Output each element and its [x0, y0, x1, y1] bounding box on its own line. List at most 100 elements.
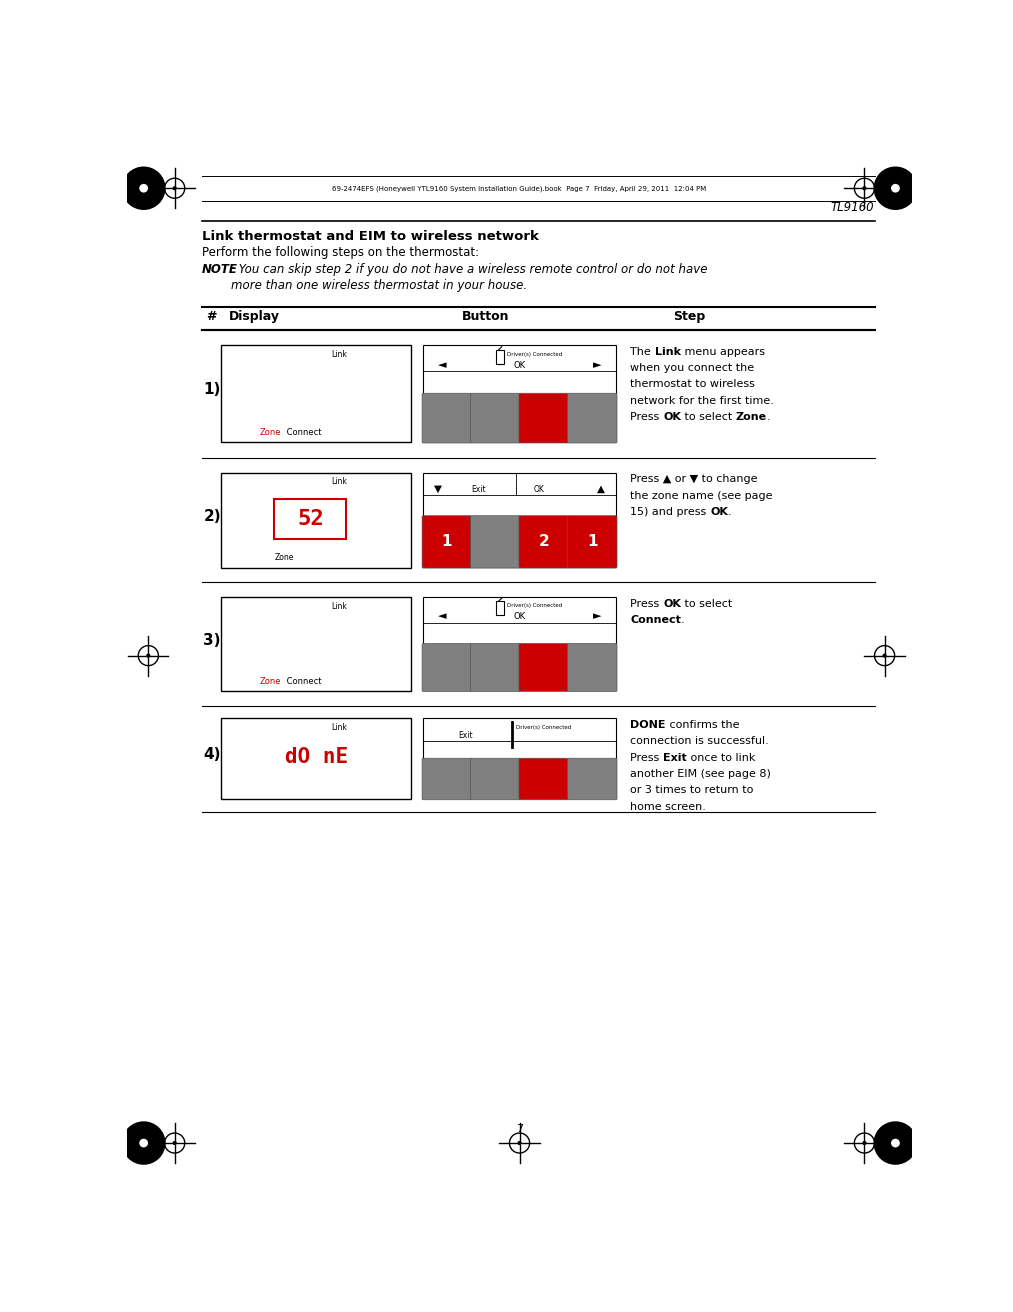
Text: Driver(s) Connected: Driver(s) Connected: [508, 602, 562, 607]
Text: OK: OK: [664, 412, 681, 422]
FancyBboxPatch shape: [470, 516, 520, 568]
Text: another EIM (see page 8): another EIM (see page 8): [630, 769, 771, 779]
Text: 4): 4): [204, 748, 221, 762]
Bar: [422, 345, 617, 394]
Text: OK: OK: [664, 598, 681, 609]
Text: Link: Link: [331, 602, 346, 611]
FancyBboxPatch shape: [422, 394, 472, 443]
Text: confirms the: confirms the: [666, 720, 739, 729]
Text: Link: Link: [331, 478, 346, 487]
Text: Zone: Zone: [275, 554, 294, 562]
Text: #: #: [206, 310, 216, 323]
Text: menu appears: menu appears: [681, 346, 765, 357]
Text: Link: Link: [331, 350, 346, 359]
Text: Zone: Zone: [259, 428, 281, 437]
Text: OK: OK: [534, 485, 544, 493]
Text: Link: Link: [331, 723, 346, 732]
FancyBboxPatch shape: [567, 516, 617, 568]
Circle shape: [519, 1141, 521, 1144]
Text: once to link: once to link: [687, 753, 756, 762]
Bar: [221, 719, 411, 799]
Text: .: .: [728, 506, 731, 517]
Text: Press: Press: [630, 753, 664, 762]
Text: 3): 3): [204, 632, 221, 648]
Text: Perform the following steps on the thermostat:: Perform the following steps on the therm…: [202, 245, 479, 258]
Bar: [221, 597, 411, 691]
Text: the zone name (see page: the zone name (see page: [630, 491, 773, 501]
Circle shape: [863, 186, 866, 190]
Bar: [221, 345, 411, 442]
Text: Connect: Connect: [284, 428, 321, 437]
Text: 7: 7: [516, 1124, 523, 1134]
FancyBboxPatch shape: [470, 643, 520, 691]
Bar: [496, 350, 504, 363]
Bar: [422, 597, 617, 644]
Bar: [422, 472, 617, 517]
Circle shape: [883, 655, 886, 657]
Text: OK: OK: [514, 611, 526, 621]
Text: Driver(s) Connected: Driver(s) Connected: [517, 724, 571, 729]
FancyBboxPatch shape: [422, 643, 472, 691]
Text: network for the first time.: network for the first time.: [630, 396, 774, 405]
FancyBboxPatch shape: [422, 516, 472, 568]
FancyBboxPatch shape: [519, 516, 568, 568]
Text: to select: to select: [681, 412, 735, 422]
FancyBboxPatch shape: [422, 758, 472, 800]
Text: Driver(s) Connected: Driver(s) Connected: [508, 352, 562, 357]
Text: Zone: Zone: [735, 412, 767, 422]
Text: Button: Button: [462, 310, 509, 323]
FancyBboxPatch shape: [519, 394, 568, 443]
Text: Zone: Zone: [259, 677, 281, 685]
Text: ◄: ◄: [438, 611, 447, 621]
Bar: [496, 601, 504, 615]
Text: Exit: Exit: [664, 753, 687, 762]
Text: Press: Press: [630, 598, 664, 609]
Text: Exit: Exit: [458, 731, 473, 740]
FancyBboxPatch shape: [470, 758, 520, 800]
Text: OK: OK: [710, 506, 728, 517]
Text: TL9160: TL9160: [831, 202, 874, 214]
Circle shape: [173, 186, 176, 190]
Text: OK: OK: [514, 361, 526, 370]
Circle shape: [147, 655, 150, 657]
Text: 1): 1): [204, 383, 221, 398]
Bar: [275, 500, 346, 539]
Text: DONE: DONE: [630, 720, 666, 729]
Text: ▲: ▲: [597, 484, 605, 493]
Text: ◄: ◄: [438, 359, 447, 370]
Text: Link: Link: [654, 346, 681, 357]
Text: thermostat to wireless: thermostat to wireless: [630, 379, 756, 390]
Text: Link thermostat and EIM to wireless network: Link thermostat and EIM to wireless netw…: [202, 230, 539, 243]
Text: to select: to select: [681, 598, 732, 609]
FancyBboxPatch shape: [567, 394, 617, 443]
Text: The: The: [630, 346, 654, 357]
Text: Connect: Connect: [630, 615, 682, 625]
Text: : You can skip step 2 if you do not have a wireless remote control or do not hav: : You can skip step 2 if you do not have…: [231, 262, 708, 293]
Text: or 3 times to return to: or 3 times to return to: [630, 786, 754, 795]
Text: home screen.: home screen.: [630, 802, 706, 812]
Text: 52: 52: [297, 509, 324, 529]
Circle shape: [173, 1141, 176, 1144]
FancyBboxPatch shape: [567, 643, 617, 691]
Text: Exit: Exit: [471, 485, 486, 493]
Text: 69-2474EFS (Honeywell YTL9160 System Installation Guide).book  Page 7  Friday, A: 69-2474EFS (Honeywell YTL9160 System Ins…: [332, 185, 707, 192]
Bar: [221, 472, 411, 568]
Text: when you connect the: when you connect the: [630, 363, 755, 373]
Text: 2): 2): [204, 509, 221, 523]
Text: dO nE: dO nE: [285, 748, 347, 768]
Text: ►: ►: [593, 611, 602, 621]
Text: .: .: [682, 615, 685, 625]
Text: Press ▲ or ▼ to change: Press ▲ or ▼ to change: [630, 474, 758, 484]
Text: ▼: ▼: [435, 484, 443, 493]
Text: 15) and press: 15) and press: [630, 506, 710, 517]
Text: NOTE: NOTE: [202, 262, 238, 276]
Text: ►: ►: [593, 359, 602, 370]
FancyBboxPatch shape: [519, 758, 568, 800]
Text: 2: 2: [538, 534, 549, 550]
Text: Press: Press: [630, 412, 664, 422]
Text: connection is successful.: connection is successful.: [630, 736, 769, 747]
Text: Display: Display: [229, 310, 280, 323]
FancyBboxPatch shape: [519, 643, 568, 691]
Text: 1: 1: [442, 534, 452, 550]
Text: 1: 1: [587, 534, 598, 550]
